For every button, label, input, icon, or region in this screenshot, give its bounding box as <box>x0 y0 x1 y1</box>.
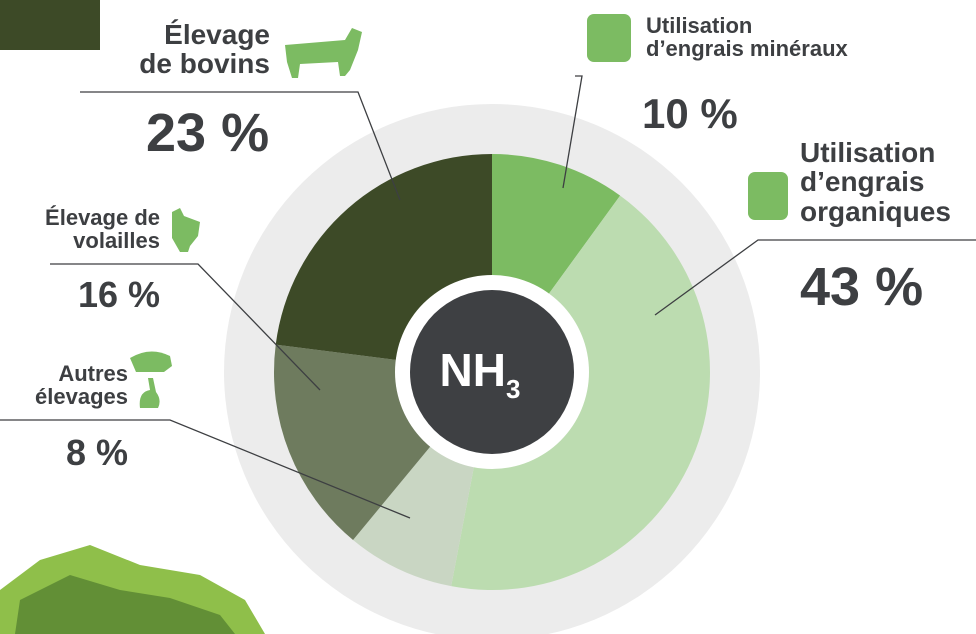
value-label: 43 % <box>800 257 924 317</box>
corner-block <box>0 0 100 50</box>
slice-label: Utilisation d’engrais organiques <box>800 137 951 227</box>
value-label: 8 % <box>66 432 129 473</box>
bag-icon <box>587 14 631 62</box>
chicken-icon <box>172 208 200 252</box>
leader-line <box>562 75 583 189</box>
leader-line <box>0 419 411 519</box>
value-label: 10 % <box>642 90 738 137</box>
rabbit-icon <box>139 378 160 408</box>
center-label: NH3 <box>440 344 521 404</box>
slice-label: Élevage de bovins <box>139 19 270 80</box>
slice-label: Élevage de volailles <box>45 205 160 254</box>
pig-icon <box>130 351 172 372</box>
slice-label: Utilisation d’engrais minéraux <box>646 13 848 62</box>
leader-line <box>654 239 976 316</box>
cow-icon <box>285 28 362 78</box>
leader-line <box>80 91 401 201</box>
center-circle <box>410 290 574 454</box>
icons <box>130 14 788 408</box>
bag-icon <box>748 172 788 220</box>
map-decoration <box>15 575 235 634</box>
slice-label: Autres élevages <box>35 361 128 410</box>
value-label: 23 % <box>146 103 270 163</box>
value-label: 16 % <box>78 274 161 315</box>
leader-line <box>50 263 321 391</box>
